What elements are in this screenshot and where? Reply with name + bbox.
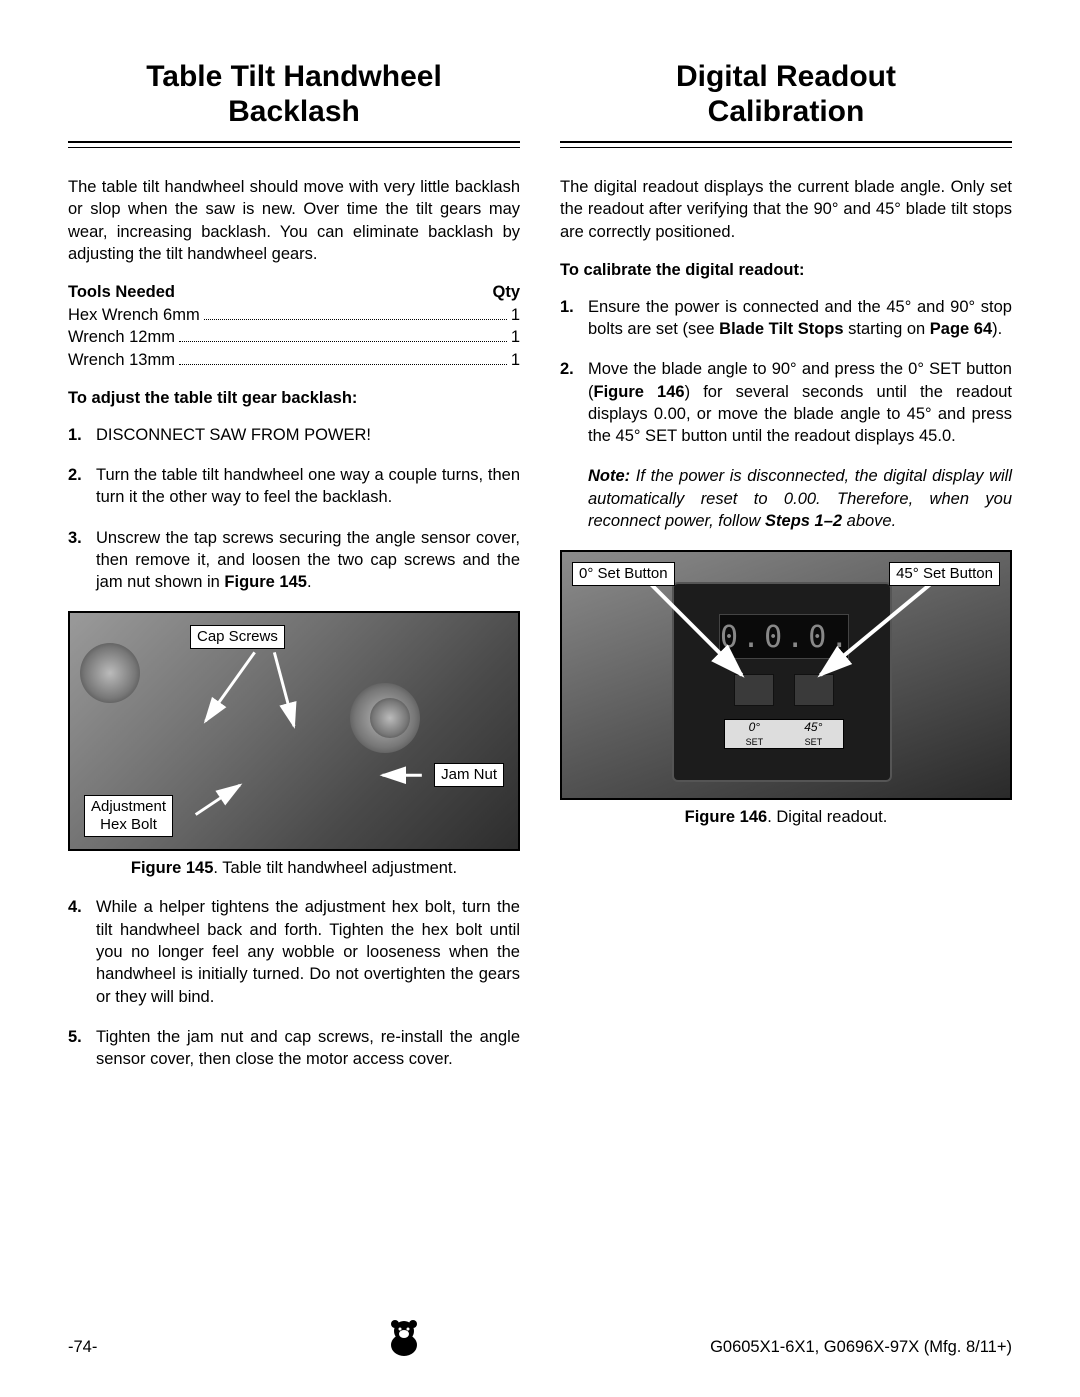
two-column-layout: Table Tilt Handwheel Backlash The table … [68, 60, 1012, 1088]
s2-bold: Figure 146 [594, 383, 685, 401]
right-title: Digital Readout Calibration [560, 60, 1012, 129]
fig145-caption-rest: . Table tilt handwheel adjustment. [213, 859, 457, 877]
rule-thin [560, 147, 1012, 148]
step-text: Ensure the power is connected and the 45… [588, 296, 1012, 341]
step-text: While a helper tightens the adjustment h… [96, 896, 520, 1007]
right-title-line2: Calibration [708, 95, 865, 128]
step-number: 4. [68, 896, 96, 1007]
callout-adj-line2: Hex Bolt [100, 816, 157, 833]
mech-shape [80, 643, 140, 703]
title-rules [560, 141, 1012, 148]
figure-145: Cap Screws Jam Nut Adjustment Hex Bolt [68, 611, 520, 851]
list-item: 5.Tighten the jam nut and cap screws, re… [68, 1026, 520, 1071]
right-column: Digital Readout Calibration The digital … [560, 60, 1012, 1088]
step-text: Move the blade angle to 90° and press th… [588, 358, 1012, 447]
fig146-caption-bold: Figure 146 [685, 808, 768, 826]
callout-adjustment-hex-bolt: Adjustment Hex Bolt [84, 795, 173, 837]
s1-end: ). [992, 320, 1002, 338]
list-item: 1.DISCONNECT SAW FROM POWER! [68, 424, 520, 446]
tools-header: Tools Needed Qty [68, 283, 520, 302]
list-item: 3.Unscrew the tap screws securing the an… [68, 527, 520, 594]
left-title-line2: Backlash [228, 95, 360, 128]
callout-0-set: 0° Set Button [572, 562, 675, 586]
tool-row: Hex Wrench 6mm 1 [68, 304, 520, 326]
tool-name: Wrench 13mm [68, 349, 175, 371]
tool-qty: 1 [511, 349, 520, 371]
callout-adj-line1: Adjustment [91, 798, 166, 815]
digital-display: 0.0.0. [719, 614, 849, 659]
steps-a: 1.DISCONNECT SAW FROM POWER!2.Turn the t… [68, 424, 520, 594]
step-text: Turn the table tilt handwheel one way a … [96, 464, 520, 509]
step-text: Unscrew the tap screws securing the angl… [96, 527, 520, 594]
tool-row: Wrench 12mm 1 [68, 326, 520, 348]
title-rules [68, 141, 520, 148]
button-label-strip: 0°SET 45°SET [724, 719, 844, 749]
step-number: 3. [68, 527, 96, 594]
right-intro: The digital readout displays the current… [560, 176, 1012, 243]
steps-b: 4.While a helper tightens the adjustment… [68, 896, 520, 1070]
step-number: 2. [560, 358, 588, 447]
callout-cap-screws: Cap Screws [190, 625, 285, 649]
btn-label-45: 45°SET [804, 720, 822, 748]
leader-dots [179, 327, 507, 342]
page-number: -74- [68, 1338, 97, 1357]
tool-name: Wrench 12mm [68, 326, 175, 348]
left-title: Table Tilt Handwheel Backlash [68, 60, 520, 129]
step-number: 2. [68, 464, 96, 509]
tool-qty: 1 [511, 304, 520, 326]
tool-row: Wrench 13mm 1 [68, 349, 520, 371]
fig145-caption-bold: Figure 145 [131, 859, 214, 877]
note-end: above. [842, 512, 896, 530]
s1-bold1: Blade Tilt Stops [719, 320, 843, 338]
tool-qty: 1 [511, 326, 520, 348]
list-item: 4.While a helper tightens the adjustment… [68, 896, 520, 1007]
note-block: Note: If the power is disconnected, the … [588, 465, 1012, 532]
procedure-head-left: To adjust the table tilt gear backlash: [68, 389, 520, 408]
qty-label: Qty [492, 283, 520, 302]
rule-thick [68, 141, 520, 143]
step-number: 1. [68, 424, 96, 446]
s1-bold2: Page 64 [930, 320, 992, 338]
callout-45-set: 45° Set Button [889, 562, 1000, 586]
right-steps: 1. Ensure the power is connected and the… [560, 296, 1012, 448]
right-title-line1: Digital Readout [676, 60, 896, 93]
step-number: 5. [68, 1026, 96, 1071]
tools-list: Hex Wrench 6mm 1 Wrench 12mm 1 Wrench 13mm 1 [68, 304, 520, 371]
btn-label-0: 0°SET [746, 720, 764, 748]
list-item: 2.Turn the table tilt handwheel one way … [68, 464, 520, 509]
left-title-line1: Table Tilt Handwheel [146, 60, 442, 93]
fig146-caption-rest: . Digital readout. [767, 808, 887, 826]
figure-146-caption: Figure 146. Digital readout. [560, 808, 1012, 827]
tool-name: Hex Wrench 6mm [68, 304, 200, 326]
s1-mid: starting on [844, 320, 930, 338]
figure-146: 0.0.0. 0°SET 45°SET 0° Set Button 45° Se… [560, 550, 1012, 800]
set-0-button [734, 674, 774, 706]
readout-housing: 0.0.0. 0°SET 45°SET [672, 582, 892, 782]
set-45-button [794, 674, 834, 706]
rule-thin [68, 147, 520, 148]
rule-thick [560, 141, 1012, 143]
step-text: DISCONNECT SAW FROM POWER! [96, 424, 520, 446]
step-text: Tighten the jam nut and cap screws, re-i… [96, 1026, 520, 1071]
leader-dots [204, 305, 507, 320]
bear-logo-icon [387, 1317, 421, 1357]
leader-dots [179, 350, 507, 365]
right-step-2: 2. Move the blade angle to 90° and press… [560, 358, 1012, 447]
callout-jam-nut: Jam Nut [434, 763, 504, 787]
step-number: 1. [560, 296, 588, 341]
note-label: Note: [588, 467, 630, 485]
document-id: G0605X1-6X1, G0696X-97X (Mfg. 8/11+) [710, 1338, 1012, 1357]
page-footer: -74- G0605X1-6X1, G0696X-97X (Mfg. 8/11+… [68, 1317, 1012, 1357]
right-step-1: 1. Ensure the power is connected and the… [560, 296, 1012, 341]
procedure-head-right: To calibrate the digital readout: [560, 261, 1012, 280]
figure-145-caption: Figure 145. Table tilt handwheel adjustm… [68, 859, 520, 878]
left-column: Table Tilt Handwheel Backlash The table … [68, 60, 520, 1088]
tools-label: Tools Needed [68, 283, 175, 302]
note-steps-ref: Steps 1–2 [765, 512, 842, 530]
left-intro: The table tilt handwheel should move wit… [68, 176, 520, 265]
